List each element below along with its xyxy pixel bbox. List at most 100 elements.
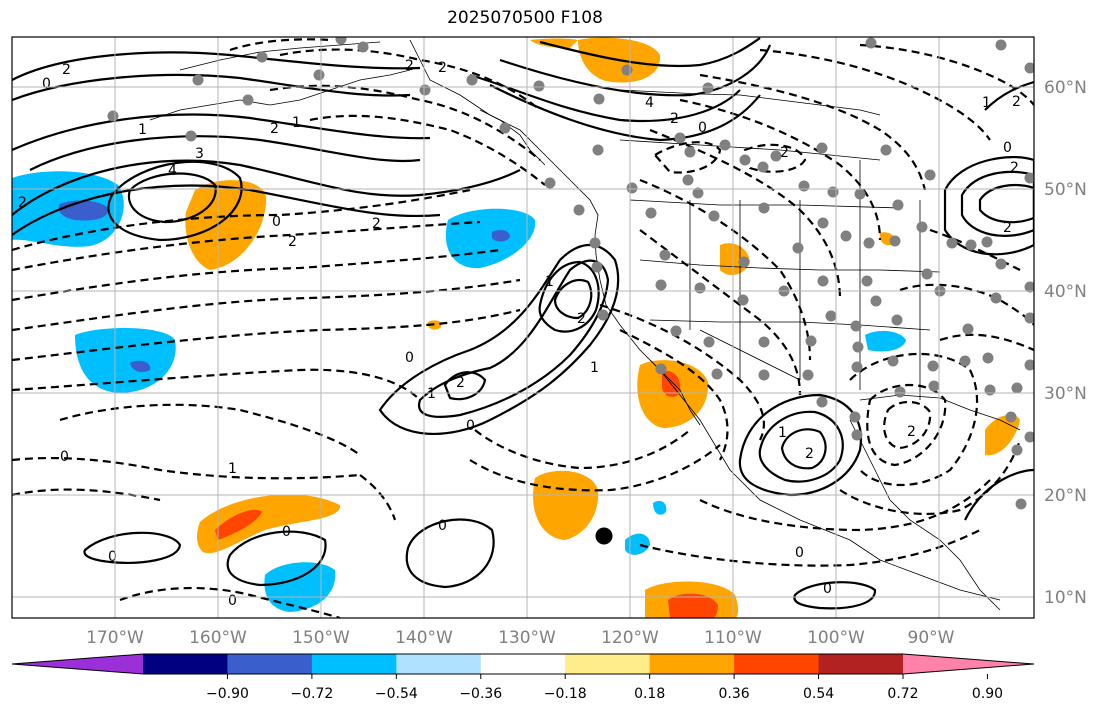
contour-label: 0 [228, 593, 237, 609]
shade-red-region [668, 593, 718, 618]
lat-label: 40°N [1044, 282, 1087, 302]
colorbar-swatch [227, 654, 313, 674]
lon-label: 100°W [807, 628, 865, 648]
lat-label: 30°N [1044, 384, 1087, 404]
colorbar-tick-label: 0.72 [887, 686, 918, 702]
colorbar: −0.90 −0.72 −0.54 −0.36 −0.18 0.18 0.36 0.54 0.7… [11, 653, 1035, 702]
contour-label: 1 [228, 461, 237, 477]
colorbar-swatch [649, 654, 735, 674]
colorbar-tick-label: −0.18 [544, 686, 587, 702]
colorbar-outline [11, 653, 1035, 675]
contour-label: 0 [1003, 140, 1012, 156]
contour-label: 2 [18, 195, 27, 211]
station-dots [107, 37, 1034, 510]
contour-label: 0 [405, 350, 414, 366]
contour-label: 2 [405, 58, 414, 74]
lat-label: 20°N [1044, 486, 1087, 506]
contour-label: 0 [438, 518, 447, 534]
shade-darkblue-region [492, 229, 510, 242]
colorbar-swatch [396, 654, 482, 674]
contour-label: 0 [42, 76, 51, 92]
lat-label: 60°N [1044, 78, 1087, 98]
contour-label: 1 [982, 95, 991, 111]
contour-label: 1 [590, 360, 599, 376]
contour-label: 2 [805, 446, 814, 462]
shade-orange-region [985, 414, 1020, 456]
shade-blue-region [653, 500, 667, 515]
shade-orange-region [427, 320, 442, 330]
contour-label: 0 [795, 545, 804, 561]
contour-label: 2 [456, 375, 465, 391]
contour-label: 0 [698, 120, 707, 136]
shade-orange-region [530, 38, 578, 48]
colorbar-tick-label: −0.90 [206, 686, 249, 702]
colorbar-tick-label: −0.72 [290, 686, 333, 702]
contour-label: 2 [288, 234, 297, 250]
contour-label: 0 [272, 214, 281, 230]
contour-label: 1 [778, 425, 787, 441]
shade-blue-region [264, 562, 336, 612]
contour-label: 2 [1003, 220, 1012, 236]
lon-label: 130°W [498, 628, 556, 648]
contour-label: 2 [780, 145, 789, 161]
map-frame [11, 36, 1035, 619]
contour-label: 0 [282, 524, 291, 540]
contour-label: 2 [1010, 160, 1019, 176]
colorbar-swatch [143, 654, 228, 674]
lon-label: 120°W [601, 628, 659, 648]
lon-label: 140°W [395, 628, 453, 648]
contour-label: 2 [270, 121, 279, 137]
shade-blue-region [865, 330, 906, 352]
lon-label: 170°W [86, 628, 144, 648]
contour-label: 0 [60, 449, 69, 465]
contour-label: 1 [427, 386, 436, 402]
contour-label: 1 [545, 274, 554, 290]
map-title: 2025070500 F108 [447, 8, 603, 28]
contour-label: 4 [645, 95, 654, 111]
colorbar-swatch [565, 654, 651, 674]
colorbar-swatch [818, 654, 904, 674]
contour-label: 0 [108, 549, 117, 565]
shade-orange-region [196, 494, 341, 554]
contour-label: 0 [466, 418, 475, 434]
colorbar-swatch [311, 654, 397, 674]
graticule [12, 37, 1034, 618]
contour-label: 2 [670, 111, 679, 127]
solid-contours [12, 37, 1034, 610]
colorbar-extend-low [12, 654, 143, 674]
contour-label: 2 [1012, 94, 1021, 110]
shade-blue-region [75, 328, 176, 393]
lon-label: 110°W [704, 628, 762, 648]
lat-label: 50°N [1044, 180, 1087, 200]
contour-label: 2 [907, 424, 916, 440]
lon-label: 150°W [292, 628, 350, 648]
colorbar-tick-label: 0.90 [972, 686, 1003, 702]
colorbar-swatch [734, 654, 820, 674]
colorbar-swatch [480, 654, 566, 674]
contour-label: 2 [438, 60, 447, 76]
contour-label: 2 [372, 216, 381, 232]
map-panel [12, 37, 1034, 618]
contour-label: 0 [823, 581, 832, 597]
contour-label: 1 [138, 122, 147, 138]
contour-label: 1 [292, 115, 301, 131]
shade-blue-region [625, 533, 650, 555]
lon-label: 90°W [908, 628, 955, 648]
latitude-labels: 60°N 50°N 40°N 30°N 20°N 10°N [1044, 78, 1087, 608]
shade-red-region [215, 509, 262, 540]
contour-label: 4 [168, 163, 177, 179]
colorbar-extend-high [903, 654, 1034, 674]
colorbar-tick-label: 0.54 [803, 686, 834, 702]
coastlines [149, 39, 1021, 611]
colorbar-tick-label: 0.36 [719, 686, 750, 702]
colorbar-tick-label: −0.54 [375, 686, 418, 702]
colorbar-tick-label: 0.18 [634, 686, 665, 702]
lat-label: 10°N [1044, 588, 1087, 608]
contour-label: 2 [577, 311, 586, 327]
black-marker [595, 527, 613, 545]
longitude-labels: 170°W 160°W 150°W 140°W 130°W 120°W 110°… [86, 628, 955, 648]
colorbar-tick-label: −0.36 [459, 686, 502, 702]
shade-orange-region [185, 180, 267, 270]
lon-label: 160°W [189, 628, 247, 648]
